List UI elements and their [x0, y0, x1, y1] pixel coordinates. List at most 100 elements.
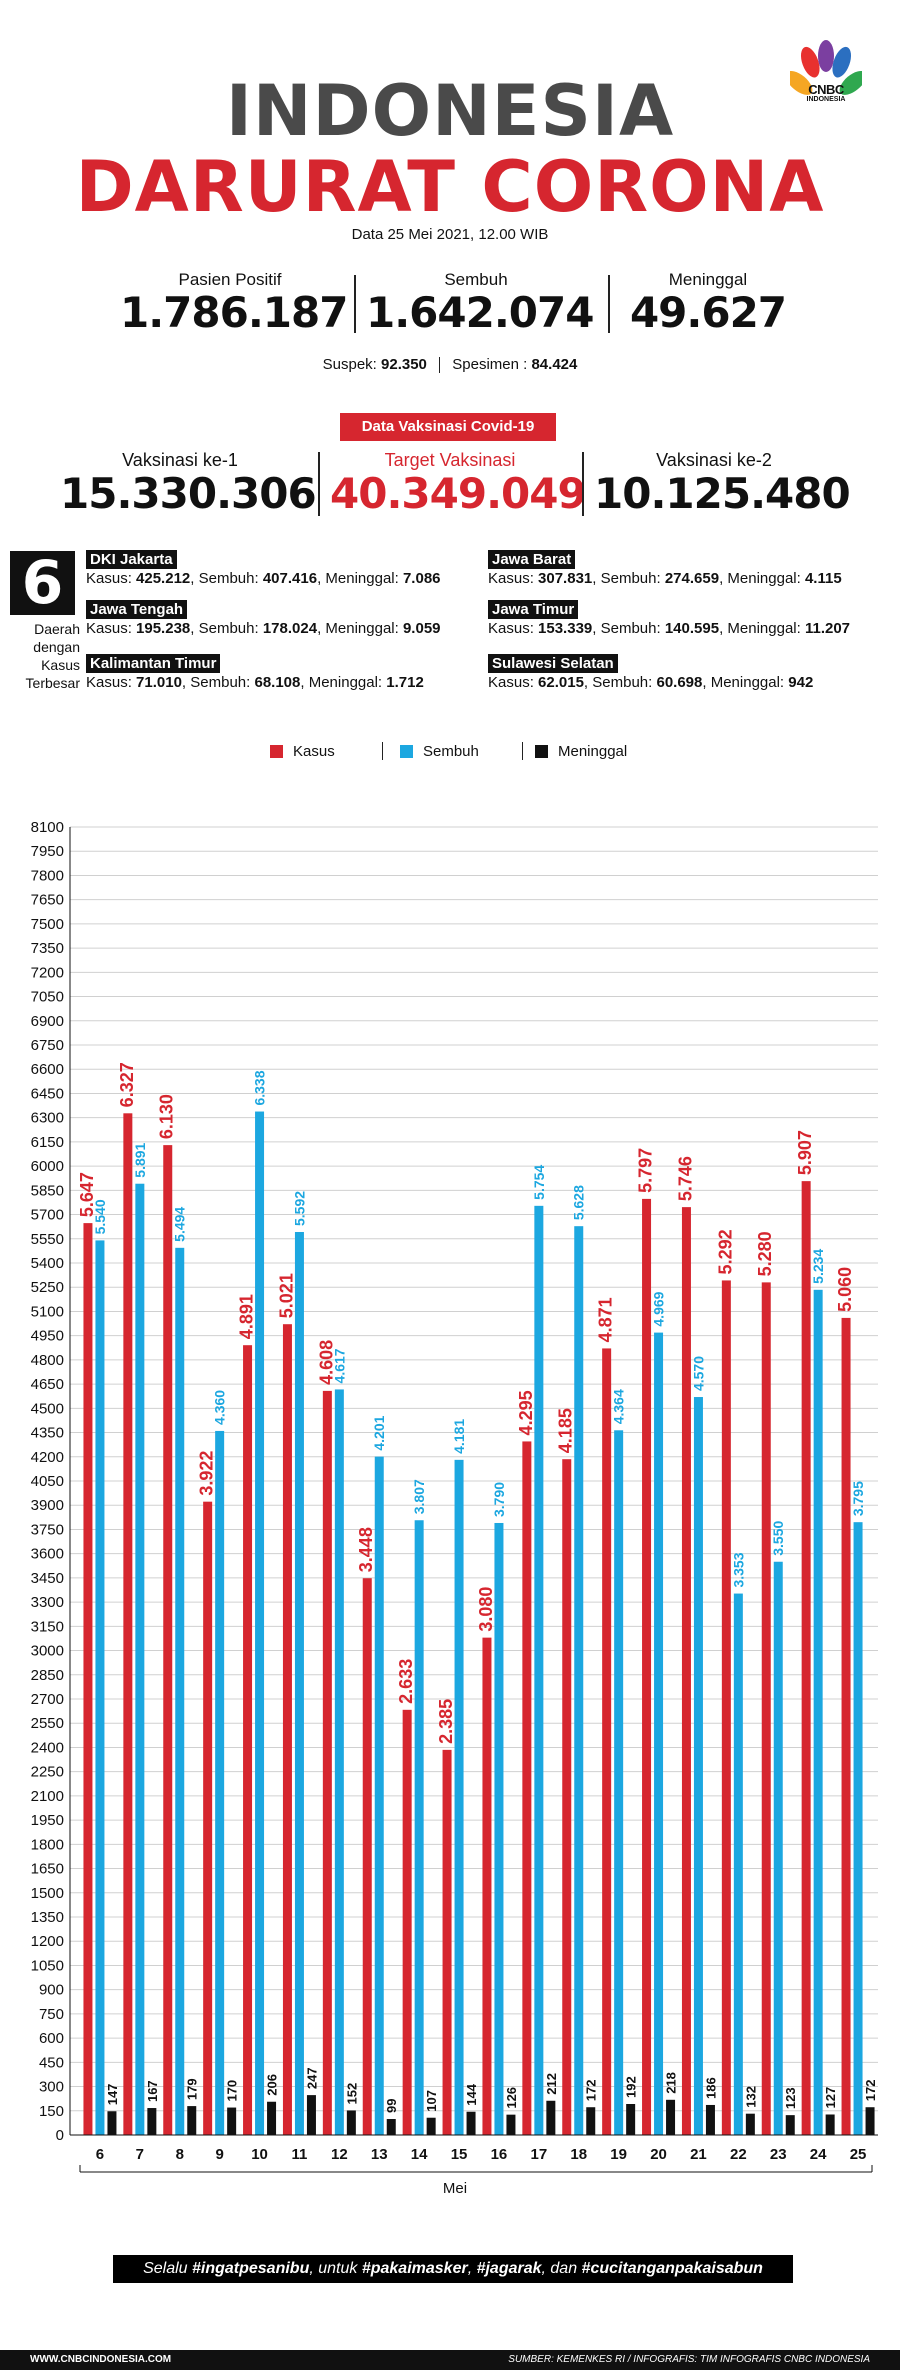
data-label-meninggal: 123 — [783, 2087, 798, 2109]
region-values: Kasus: 307.831, Sembuh: 274.659, Meningg… — [488, 570, 842, 587]
data-label-sembuh: 5.628 — [571, 1185, 587, 1220]
hashtag-banner: Selalu #ingatpesanibu, untuk #pakaimaske… — [113, 2255, 793, 2283]
bar-meninggal — [227, 2107, 237, 2135]
sembuh-value: 68.108 — [254, 674, 301, 691]
caption-line: Terbesar — [25, 675, 80, 691]
stat-positif-label: Pasien Positif — [178, 270, 282, 289]
kasus-value: 62.015 — [538, 674, 584, 691]
hashtag-text: Selalu — [143, 2260, 192, 2277]
data-label-sembuh: 3.790 — [491, 1482, 507, 1517]
bar-kasus — [282, 1324, 292, 2135]
bar-sembuh — [853, 1522, 863, 2135]
data-label-sembuh: 3.807 — [411, 1479, 427, 1514]
divider — [608, 275, 610, 333]
bar-meninggal — [546, 2100, 556, 2135]
bar-sembuh — [135, 1183, 145, 2135]
bar-kasus — [642, 1198, 652, 2135]
data-label-kasus: 3.922 — [197, 1451, 217, 1496]
divider — [318, 452, 320, 516]
meninggal-value: 11.207 — [804, 620, 851, 637]
data-label-meninggal: 247 — [304, 2067, 319, 2089]
y-tick-label: 450 — [39, 2054, 64, 2071]
bar-meninggal — [267, 2101, 277, 2135]
data-label-sembuh: 5.234 — [810, 1249, 826, 1284]
legend-label-meninggal: Meninggal — [558, 743, 628, 760]
footer-bar: WWW.CNBCINDONESIA.COM SUMBER: KEMENKES R… — [0, 2350, 900, 2370]
region-count-badge: 6 — [10, 551, 75, 615]
stat-sembuh-label: Sembuh — [444, 270, 508, 289]
y-tick-label: 750 — [39, 2006, 64, 2023]
bar-meninggal — [825, 2114, 835, 2135]
data-label-kasus: 3.448 — [356, 1527, 376, 1572]
data-label-kasus: 4.891 — [237, 1294, 257, 1339]
vaksinasi-dosis-1: Vaksinasi ke-1 15.330.306 — [60, 450, 317, 517]
bar-kasus — [522, 1441, 532, 2135]
x-tick-label: 7 — [136, 2146, 144, 2163]
sembuh-label: Sembuh: — [198, 620, 259, 637]
y-tick-label: 5550 — [31, 1231, 64, 1248]
x-tick-label: 6 — [96, 2146, 104, 2163]
y-tick-label: 2550 — [31, 1715, 64, 1732]
kasus-label: Kasus: — [86, 674, 132, 691]
vaksinasi-dosis-1-label: Vaksinasi ke-1 — [122, 450, 238, 470]
x-tick-label: 25 — [850, 2146, 867, 2163]
y-tick-label: 6300 — [31, 1110, 64, 1127]
bar-sembuh — [654, 1332, 664, 2135]
meninggal-label: Meninggal: — [727, 620, 801, 637]
bar-sembuh — [374, 1456, 384, 2135]
y-tick-label: 150 — [39, 2103, 64, 2120]
y-tick-label: 6750 — [31, 1037, 64, 1054]
region-name: Kalimantan Timur — [86, 654, 221, 673]
y-tick-label: 0 — [56, 2127, 64, 2144]
x-tick-label: 11 — [292, 2146, 308, 2163]
y-tick-label: 3300 — [31, 1594, 64, 1611]
bar-sembuh — [494, 1522, 504, 2135]
meninggal-label: Meninggal: — [308, 674, 383, 691]
sembuh-label: Sembuh: — [600, 620, 661, 637]
y-tick-label: 2400 — [31, 1739, 64, 1756]
bar-sembuh — [175, 1247, 185, 2135]
region-name: Jawa Tengah — [86, 600, 188, 619]
bar-meninggal — [466, 2111, 476, 2135]
y-tick-label: 7200 — [31, 964, 64, 981]
x-tick-label: 16 — [491, 2146, 508, 2163]
kasus-label: Kasus: — [488, 674, 534, 691]
divider — [382, 742, 383, 760]
bar-sembuh — [334, 1389, 344, 2135]
bar-sembuh — [534, 1205, 544, 2135]
bar-sembuh — [574, 1226, 584, 2135]
vaccination-banner: Data Vaksinasi Covid-19 — [340, 413, 556, 441]
y-tick-label: 1650 — [31, 1861, 64, 1878]
y-tick-label: 6450 — [31, 1085, 64, 1102]
sembuh-label: Sembuh: — [600, 570, 661, 587]
data-label-sembuh: 3.795 — [850, 1481, 866, 1516]
vaksinasi-dosis-2: Vaksinasi ke-2 10.125.480 — [594, 450, 851, 517]
y-tick-label: 4050 — [31, 1473, 64, 1490]
bar-kasus — [841, 1317, 851, 2135]
bar-kasus — [83, 1223, 93, 2135]
data-label-meninggal: 107 — [424, 2090, 439, 2112]
kasus-value: 153.339 — [538, 620, 593, 637]
bar-kasus — [322, 1390, 332, 2135]
data-label-meninggal: 192 — [624, 2076, 639, 2098]
data-label-sembuh: 4.181 — [451, 1419, 467, 1454]
data-label-meninggal: 206 — [265, 2074, 280, 2096]
data-label-meninggal: 132 — [743, 2086, 758, 2108]
kasus-label: Kasus: — [86, 620, 132, 637]
y-tick-label: 7050 — [31, 989, 64, 1006]
sembuh-value: 274.659 — [664, 570, 720, 587]
region-values: Kasus: 71.010, Sembuh: 68.108, Meninggal… — [86, 674, 424, 691]
y-tick-label: 3600 — [31, 1546, 64, 1563]
data-label-meninggal: 186 — [703, 2077, 718, 2099]
y-tick-label: 4500 — [31, 1400, 64, 1417]
y-tick-label: 7950 — [31, 843, 64, 860]
stat-meninggal: Meninggal 49.627 — [608, 270, 808, 336]
y-tick-label: 2850 — [31, 1667, 64, 1684]
region-count-caption: Daerah dengan Kasus Terbesar — [6, 620, 80, 692]
data-label-meninggal: 144 — [464, 2083, 479, 2105]
region-name: Sulawesi Selatan — [488, 654, 618, 673]
sembuh-value: 140.595 — [664, 620, 720, 637]
bar-meninggal — [346, 2110, 356, 2135]
y-tick-label: 6600 — [31, 1061, 64, 1078]
divider — [522, 742, 523, 760]
